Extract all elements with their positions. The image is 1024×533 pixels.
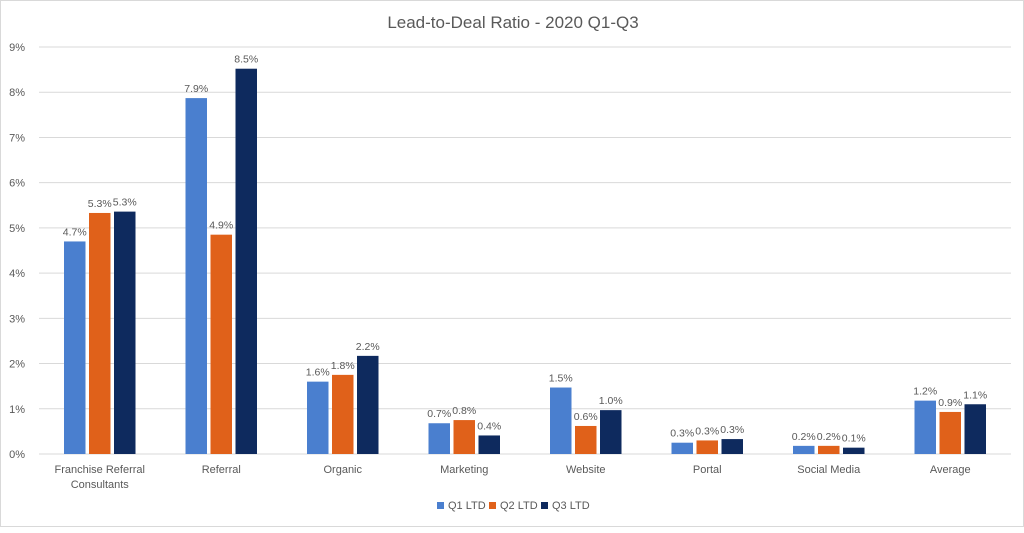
category-label: Website [566, 464, 606, 476]
legend: Q1 LTD Q2 LTD Q3 LTD [437, 500, 590, 512]
y-tick-label: 7% [9, 132, 25, 144]
y-tick-label: 2% [9, 359, 25, 371]
bar [307, 381, 329, 454]
y-tick-label: 5% [9, 223, 25, 235]
data-label: 0.6% [574, 411, 598, 423]
bar [843, 447, 865, 454]
bar [964, 404, 986, 454]
y-tick-label: 8% [9, 87, 25, 99]
data-label: 2.2% [356, 341, 380, 353]
data-label: 8.5% [234, 54, 258, 66]
x-axis-categories: Franchise Referral Consultants Referral Org… [55, 464, 971, 491]
category-label: Organic [323, 464, 362, 476]
data-label: 1.2% [913, 386, 937, 398]
data-label: 1.1% [963, 389, 987, 401]
legend-swatch [437, 502, 444, 509]
y-tick-label: 3% [9, 313, 25, 325]
data-label: 1.6% [306, 367, 330, 379]
bar [818, 445, 840, 454]
legend-label: Q1 LTD [448, 500, 486, 512]
bar [453, 420, 475, 454]
category-label: Franchise Referral [55, 464, 145, 476]
data-label: 5.3% [88, 198, 112, 210]
bar [428, 423, 450, 454]
chart-title: Lead-to-Deal Ratio - 2020 Q1-Q3 [387, 13, 638, 32]
bar [721, 439, 743, 454]
bar [478, 435, 500, 454]
legend-label: Q2 LTD [500, 500, 538, 512]
legend-swatch [489, 502, 496, 509]
bar [696, 440, 718, 454]
y-tick-label: 0% [9, 449, 25, 461]
category-label: Social Media [797, 464, 861, 476]
bar [600, 410, 622, 454]
bar [185, 98, 207, 455]
bar [550, 387, 572, 454]
legend-label: Q3 LTD [552, 500, 590, 512]
category-label: Marketing [440, 464, 488, 476]
category-label: Average [930, 464, 971, 476]
bar [793, 445, 815, 454]
y-tick-label: 4% [9, 268, 25, 280]
bar [89, 212, 111, 454]
category-label: Referral [202, 464, 241, 476]
data-label: 1.8% [331, 360, 355, 372]
y-tick-label: 1% [9, 404, 25, 416]
data-label: 4.9% [209, 220, 233, 232]
data-label: 0.4% [477, 420, 501, 432]
bar [114, 211, 136, 454]
data-label: 0.9% [938, 397, 962, 409]
data-label: 0.7% [427, 408, 451, 420]
data-label: 0.1% [842, 433, 866, 445]
data-labels: 4.7% 5.3% 5.3% 7.9% 4.9% 8.5% 1.6%1.8%2.2% 0.7%… [63, 54, 987, 445]
data-label: 7.9% [184, 83, 208, 95]
data-label: 0.2% [817, 431, 841, 443]
category-label: Portal [693, 464, 722, 476]
bar [357, 355, 379, 454]
bar [575, 425, 597, 454]
data-label: 0.3% [670, 428, 694, 440]
data-label: 0.8% [452, 405, 476, 417]
bar [939, 411, 961, 454]
data-label: 0.2% [792, 431, 816, 443]
y-tick-label: 9% [9, 42, 25, 54]
bar [235, 68, 257, 454]
y-tick-label: 6% [9, 178, 25, 190]
data-label: 1.0% [599, 395, 623, 407]
bar [332, 374, 354, 454]
data-label: 4.7% [63, 226, 87, 238]
bar [210, 234, 232, 454]
data-label: 5.3% [113, 197, 137, 209]
data-label: 0.3% [720, 424, 744, 436]
bar [914, 400, 936, 454]
bars [64, 68, 986, 455]
category-label: Consultants [71, 479, 130, 491]
bar [671, 442, 693, 454]
gridlines [39, 46, 1011, 455]
y-axis-ticks: 0% 1% 2% 3% 4% 5% 6% 7% 8% 9% [9, 42, 25, 461]
data-label: 1.5% [549, 373, 573, 385]
bar [64, 241, 86, 454]
data-label: 0.3% [695, 425, 719, 437]
legend-swatch [541, 502, 548, 509]
